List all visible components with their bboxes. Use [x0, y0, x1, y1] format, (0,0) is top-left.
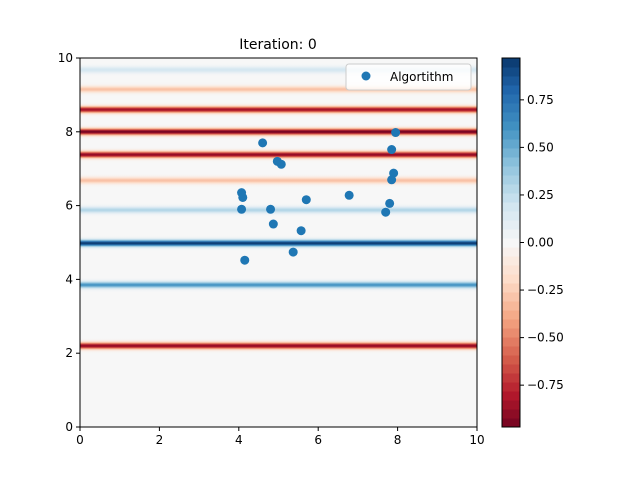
- data-point: [296, 226, 306, 236]
- colorbar-level: [502, 391, 520, 401]
- colorbar-level: [502, 157, 520, 167]
- y-tick-label: 6: [65, 199, 73, 213]
- colorbar-level: [502, 400, 520, 410]
- colorbar-level: [502, 121, 520, 131]
- x-tick-label: 10: [469, 433, 484, 447]
- x-tick-label: 8: [394, 433, 402, 447]
- colorbar-level: [502, 58, 520, 68]
- data-point: [268, 219, 278, 229]
- x-tick-label: 4: [235, 433, 243, 447]
- colorbar-level: [502, 175, 520, 185]
- colorbar-level: [502, 364, 520, 374]
- colorbar-level: [502, 265, 520, 275]
- legend-label: Algortithm: [390, 70, 453, 84]
- colorbar-level: [502, 310, 520, 320]
- y-tick-label: 4: [65, 272, 73, 286]
- data-point: [387, 145, 397, 155]
- heatmap-background: [80, 58, 477, 427]
- colorbar-level: [502, 238, 520, 248]
- colorbar-level: [502, 409, 520, 419]
- data-point: [238, 192, 248, 202]
- colorbar-axis: 0.75 0.50 0.25 0.00 −0.25 −0.50 −0.75: [520, 93, 564, 392]
- data-point: [301, 195, 311, 205]
- colorbar-level: [502, 85, 520, 95]
- colorbar-tick-label: −0.75: [527, 378, 564, 392]
- data-point: [288, 247, 298, 257]
- colorbar-level: [502, 139, 520, 149]
- colorbar-level: [502, 301, 520, 311]
- colorbar-level: [502, 247, 520, 257]
- y-tick-label: 2: [65, 346, 73, 360]
- colorbar-level: [502, 418, 520, 428]
- colorbar-tick-label: 0.00: [527, 236, 554, 250]
- colorbar-tick-label: 0.50: [527, 140, 554, 154]
- data-point: [381, 207, 391, 217]
- colorbar-level: [502, 193, 520, 203]
- colorbar-level: [502, 328, 520, 338]
- colorbar-levels: [502, 58, 520, 428]
- y-tick-label: 10: [58, 51, 73, 65]
- data-point: [258, 138, 268, 148]
- colorbar-level: [502, 148, 520, 158]
- colorbar-level: [502, 283, 520, 293]
- colorbar-tick-label: −0.50: [527, 331, 564, 345]
- colorbar-level: [502, 184, 520, 194]
- x-tick-label: 6: [314, 433, 322, 447]
- data-point: [391, 128, 401, 138]
- colorbar-level: [502, 112, 520, 122]
- legend: Algortithm: [345, 63, 472, 91]
- data-point: [240, 255, 250, 265]
- colorbar-level: [502, 346, 520, 356]
- colorbar-level: [502, 103, 520, 113]
- y-tick-label: 8: [65, 125, 73, 139]
- data-point: [276, 159, 286, 169]
- legend-marker: [361, 71, 371, 81]
- colorbar-level: [502, 319, 520, 329]
- colorbar-level: [502, 220, 520, 230]
- colorbar-level: [502, 166, 520, 176]
- colorbar-tick-label: 0.25: [527, 188, 554, 202]
- data-point: [387, 175, 397, 185]
- colorbar-level: [502, 94, 520, 104]
- colorbar-level: [502, 229, 520, 239]
- data-point: [344, 190, 354, 200]
- colorbar-level: [502, 274, 520, 284]
- data-point: [385, 198, 395, 208]
- legend-box: [345, 63, 472, 91]
- colorbar-level: [502, 292, 520, 302]
- plot-frame: [79, 57, 478, 428]
- colorbar-level: [502, 373, 520, 383]
- colorbar-tick-label: 0.75: [527, 93, 554, 107]
- colorbar-level: [502, 355, 520, 365]
- y-tick-label: 0: [65, 420, 73, 434]
- x-tick-label: 2: [156, 433, 164, 447]
- data-point: [266, 204, 276, 214]
- colorbar-level: [502, 202, 520, 212]
- plot-area: 0 2 4 6 8 10 0 2 4 6 8 10: [58, 51, 485, 447]
- scatter-points: [237, 128, 401, 265]
- colorbar-level: [502, 67, 520, 77]
- colorbar-level: [502, 211, 520, 221]
- colorbar-level: [502, 76, 520, 86]
- colorbar-level: [502, 130, 520, 140]
- colorbar: 0.75 0.50 0.25 0.00 −0.25 −0.50 −0.75: [501, 57, 564, 428]
- data-point: [237, 204, 247, 214]
- x-tick-label: 0: [76, 433, 84, 447]
- y-axis: 0 2 4 6 8 10: [58, 51, 80, 434]
- colorbar-level: [502, 382, 520, 392]
- colorbar-level: [502, 337, 520, 347]
- chart-title: Iteration: 0: [239, 37, 316, 53]
- x-axis: 0 2 4 6 8 10: [76, 427, 485, 447]
- colorbar-tick-label: −0.25: [527, 283, 564, 297]
- colorbar-level: [502, 256, 520, 266]
